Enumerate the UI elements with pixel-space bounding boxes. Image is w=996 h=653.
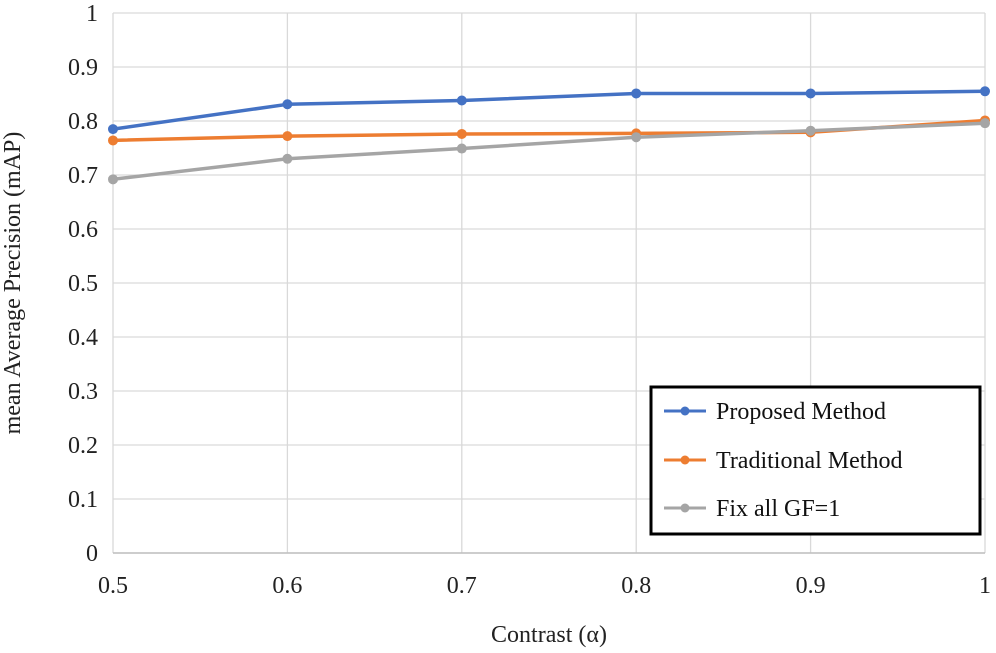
data-point: [282, 153, 293, 164]
y-tick-label: 0.2: [68, 433, 98, 459]
data-point: [282, 99, 293, 110]
data-point: [805, 88, 816, 99]
legend-label-fixgf: Fix all GF=1: [716, 496, 840, 522]
y-tick-label: 1: [86, 1, 98, 27]
y-tick-label: 0.8: [68, 109, 98, 135]
data-point: [456, 128, 467, 139]
legend-label-traditional: Traditional Method: [716, 448, 902, 474]
legend-marker-proposed: [680, 406, 690, 416]
data-point: [631, 132, 642, 143]
data-point: [805, 125, 816, 136]
x-tick-label: 1: [979, 573, 991, 599]
data-point: [108, 135, 118, 146]
x-tick-label: 0.7: [447, 573, 477, 599]
y-tick-label: 0.1: [68, 487, 98, 513]
y-tick-labels: 0 0.1 0.2 0.3 0.4 0.5 0.6 0.7 0.8 0.9 1: [68, 1, 98, 567]
data-point: [108, 124, 118, 135]
y-axis-title: mean Average Precision (mAP): [0, 132, 26, 435]
data-point: [980, 86, 990, 97]
data-point: [282, 131, 293, 142]
data-point: [980, 118, 990, 129]
x-tick-labels: 0.5 0.6 0.7 0.8 0.9 1: [98, 573, 991, 599]
legend-marker-traditional: [680, 455, 690, 465]
legend-label-proposed: Proposed Method: [716, 399, 886, 425]
grid-lines: [112, 12, 986, 554]
x-tick-label: 0.9: [796, 573, 826, 599]
x-axis-title: Contrast (α): [491, 622, 607, 648]
x-tick-label: 0.5: [98, 573, 128, 599]
data-point: [456, 143, 467, 154]
series-line-0: [111, 89, 987, 131]
legend: Proposed Method Traditional Method Fix a…: [649, 385, 982, 536]
y-tick-label: 0.6: [68, 217, 98, 243]
x-tick-label: 0.8: [621, 573, 651, 599]
y-tick-label: 0.5: [68, 271, 98, 297]
legend-marker-fixgf: [680, 503, 690, 513]
y-tick-label: 0.7: [68, 163, 98, 189]
y-tick-label: 0.3: [68, 379, 98, 405]
data-point: [631, 88, 642, 99]
y-tick-label: 0.4: [68, 325, 98, 351]
series-line-2: [111, 121, 987, 182]
data-point: [108, 174, 118, 185]
x-tick-label: 0.6: [272, 573, 302, 599]
series-group: [108, 86, 990, 185]
data-point: [456, 95, 467, 106]
y-tick-label: 0.9: [68, 55, 98, 81]
y-tick-label: 0: [86, 541, 98, 567]
